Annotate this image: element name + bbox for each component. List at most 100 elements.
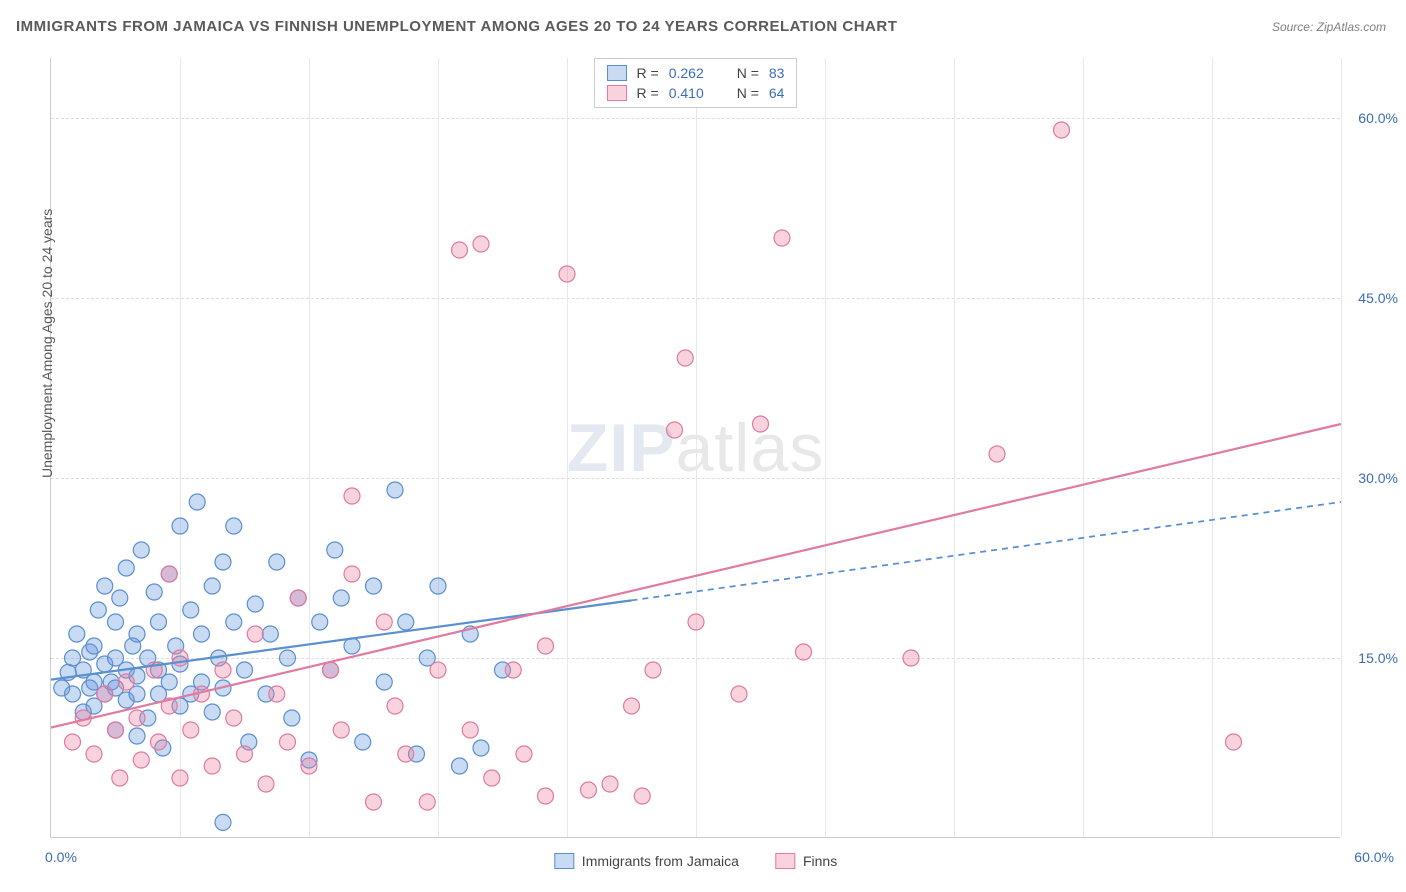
legend-label-1: Immigrants from Jamaica <box>582 853 739 869</box>
data-point <box>69 626 85 642</box>
r-value-2: 0.410 <box>669 85 719 101</box>
n-value-2: 64 <box>769 85 785 101</box>
data-point <box>172 770 188 786</box>
n-label: N = <box>737 85 759 101</box>
data-point <box>505 662 521 678</box>
data-point <box>430 662 446 678</box>
data-point <box>118 560 134 576</box>
data-point <box>86 638 102 654</box>
data-point <box>903 650 919 666</box>
y-tick-label: 60.0% <box>1358 110 1398 126</box>
data-point <box>333 590 349 606</box>
data-point <box>624 698 640 714</box>
data-point <box>387 698 403 714</box>
data-point <box>151 734 167 750</box>
data-point <box>667 422 683 438</box>
data-point <box>108 722 124 738</box>
data-point <box>172 518 188 534</box>
data-point <box>183 722 199 738</box>
y-tick-label: 15.0% <box>1358 650 1398 666</box>
y-tick-label: 30.0% <box>1358 470 1398 486</box>
r-label: R = <box>637 85 659 101</box>
data-point <box>473 740 489 756</box>
data-point <box>129 710 145 726</box>
data-point <box>226 614 242 630</box>
data-point <box>376 614 392 630</box>
data-point <box>204 704 220 720</box>
data-point <box>112 590 128 606</box>
data-point <box>108 614 124 630</box>
data-point <box>204 758 220 774</box>
data-point <box>204 578 220 594</box>
data-point <box>118 674 134 690</box>
legend-top-row-2: R = 0.410 N = 64 <box>607 83 785 103</box>
legend-bottom-item-1: Immigrants from Jamaica <box>554 853 739 869</box>
legend-swatch-b1 <box>554 853 574 869</box>
data-point <box>262 626 278 642</box>
legend-bottom: Immigrants from Jamaica Finns <box>554 853 837 869</box>
data-point <box>215 662 231 678</box>
data-point <box>327 542 343 558</box>
data-point <box>688 614 704 630</box>
data-point <box>634 788 650 804</box>
data-point <box>280 734 296 750</box>
data-point <box>452 242 468 258</box>
data-point <box>97 578 113 594</box>
r-label: R = <box>637 65 659 81</box>
data-point <box>129 626 145 642</box>
data-point <box>538 638 554 654</box>
data-point <box>65 686 81 702</box>
data-point <box>189 494 205 510</box>
data-point <box>753 416 769 432</box>
legend-swatch-b2 <box>775 853 795 869</box>
data-point <box>1054 122 1070 138</box>
r-value-1: 0.262 <box>669 65 719 81</box>
data-point <box>645 662 661 678</box>
data-point <box>247 596 263 612</box>
data-point <box>344 488 360 504</box>
data-point <box>151 614 167 630</box>
data-point <box>731 686 747 702</box>
data-point <box>226 518 242 534</box>
data-point <box>473 236 489 252</box>
data-point <box>398 614 414 630</box>
legend-swatch-1 <box>607 65 627 81</box>
data-point <box>796 644 812 660</box>
data-point <box>97 686 113 702</box>
data-point <box>290 590 306 606</box>
data-point <box>226 710 242 726</box>
x-tick-0: 0.0% <box>45 849 77 865</box>
data-point <box>484 770 500 786</box>
data-point <box>602 776 618 792</box>
data-point <box>774 230 790 246</box>
data-point <box>258 776 274 792</box>
data-point <box>989 446 1005 462</box>
data-point <box>344 566 360 582</box>
data-point <box>462 722 478 738</box>
chart-title: IMMIGRANTS FROM JAMAICA VS FINNISH UNEMP… <box>16 18 897 35</box>
data-point <box>161 566 177 582</box>
data-point <box>538 788 554 804</box>
data-point <box>581 782 597 798</box>
n-label: N = <box>737 65 759 81</box>
data-point <box>1226 734 1242 750</box>
chart-svg <box>51 58 1340 837</box>
data-point <box>366 794 382 810</box>
x-tick-1: 60.0% <box>1354 849 1394 865</box>
plot-area: Unemployment Among Ages 20 to 24 years Z… <box>50 58 1340 838</box>
data-point <box>398 746 414 762</box>
data-point <box>215 814 231 830</box>
data-point <box>161 674 177 690</box>
legend-top-row-1: R = 0.262 N = 83 <box>607 63 785 83</box>
data-point <box>355 734 371 750</box>
data-point <box>559 266 575 282</box>
data-point <box>215 554 231 570</box>
data-point <box>430 578 446 594</box>
data-point <box>133 542 149 558</box>
data-point <box>133 752 149 768</box>
data-point <box>269 554 285 570</box>
data-point <box>86 746 102 762</box>
data-point <box>194 626 210 642</box>
trend-line-dashed <box>632 502 1342 600</box>
data-point <box>90 602 106 618</box>
